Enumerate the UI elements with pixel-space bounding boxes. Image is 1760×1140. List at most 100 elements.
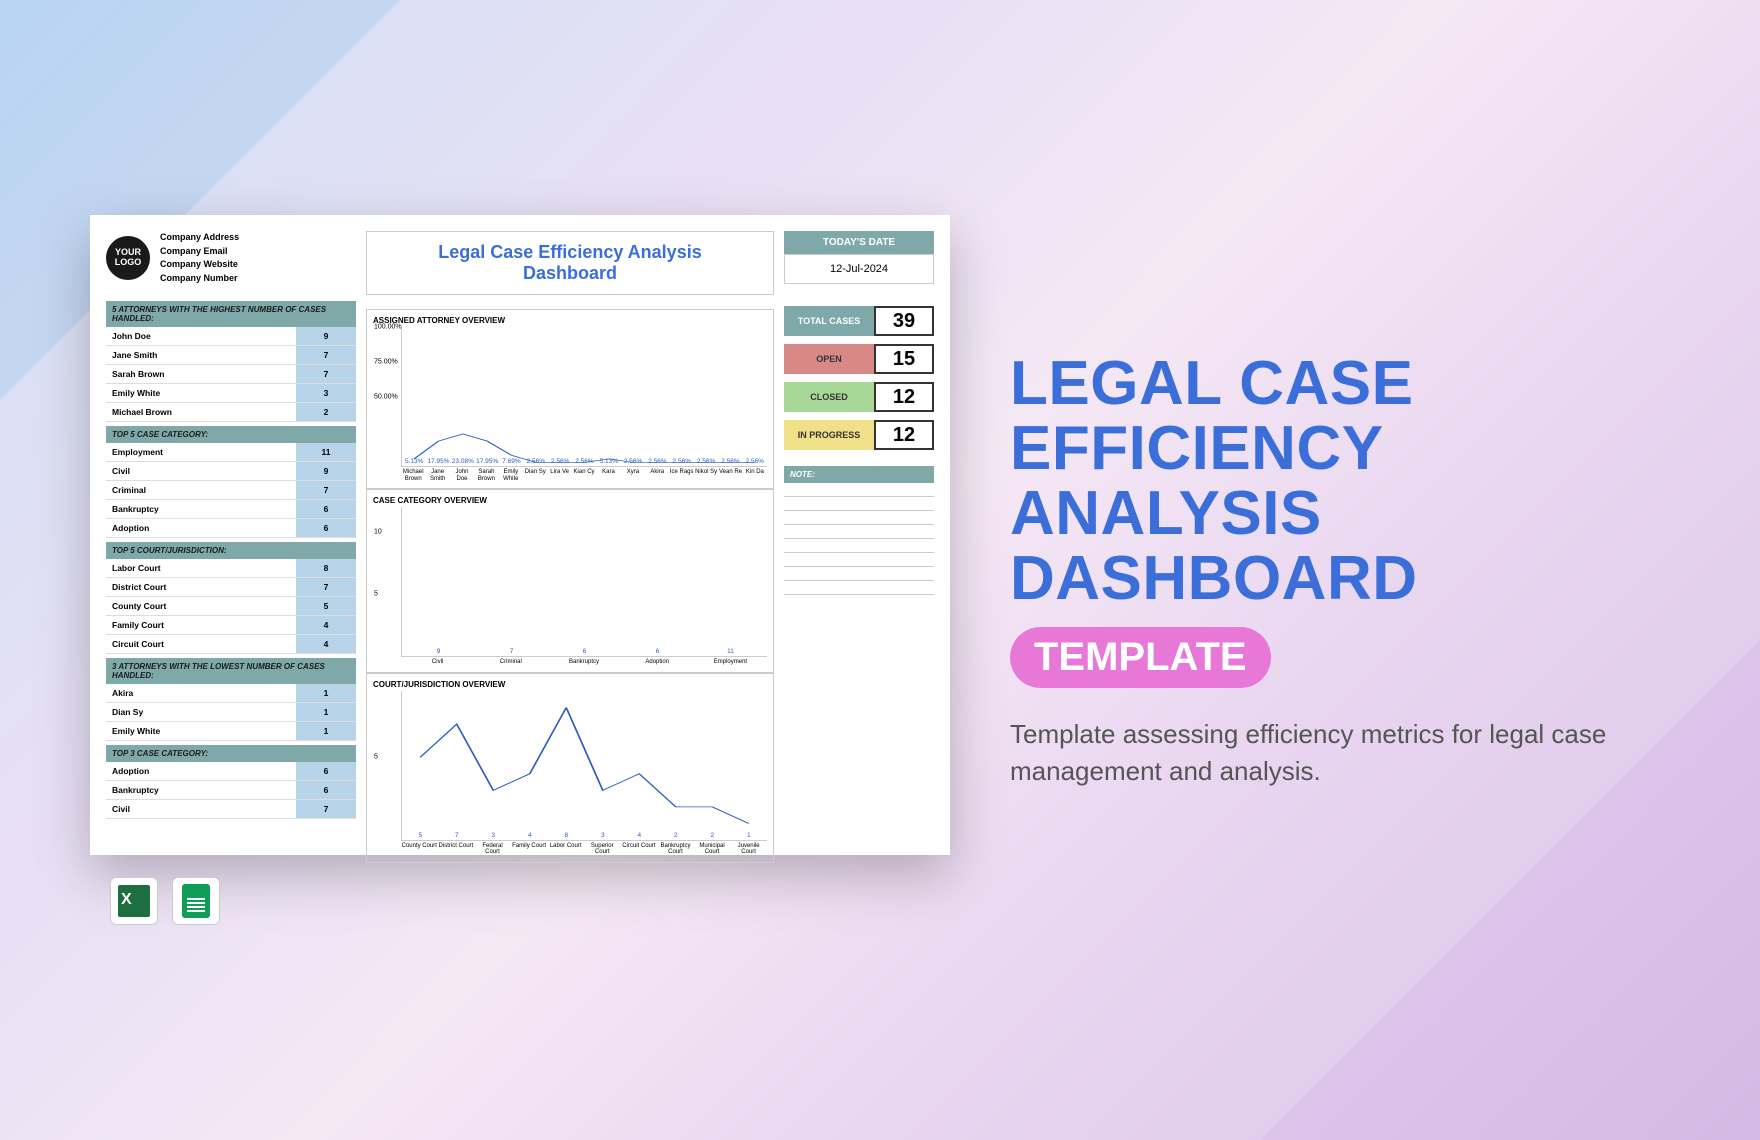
- stat-open: OPEN15: [784, 344, 934, 374]
- x-axis-label: Sarah Brown: [474, 467, 498, 482]
- bar-value-label: 2.56%: [575, 458, 593, 465]
- table-row: Akira1: [106, 684, 356, 703]
- bar-item: 2.56%: [621, 458, 645, 466]
- row-value: 9: [296, 462, 356, 480]
- bar-item: 2: [694, 832, 731, 840]
- table-row: Civil7: [106, 800, 356, 819]
- bar-value-label: 2.56%: [746, 458, 764, 465]
- table-row: District Court7: [106, 578, 356, 597]
- row-name: Michael Brown: [106, 403, 296, 421]
- chart-title: COURT/JURISDICTION OVERVIEW: [373, 680, 767, 689]
- bar-item: 4: [512, 832, 549, 840]
- bar-item: 2.56%: [670, 458, 694, 466]
- row-value: 6: [296, 781, 356, 799]
- chart-court: COURT/JURISDICTION OVERVIEW55734834221Co…: [366, 673, 774, 863]
- date-label: TODAY'S DATE: [784, 231, 934, 254]
- x-axis-label: Labor Court: [547, 841, 584, 856]
- row-value: 7: [296, 346, 356, 364]
- bar-item: 2.56%: [718, 458, 742, 466]
- note-line: [784, 525, 934, 539]
- table-header: 5 ATTORNEYS WITH THE HIGHEST NUMBER OF C…: [106, 301, 356, 327]
- company-line: Company Email: [160, 245, 239, 259]
- table-row: Adoption6: [106, 519, 356, 538]
- bar-value-label: 11: [727, 648, 734, 655]
- bar-value-label: 2.56%: [673, 458, 691, 465]
- row-name: Labor Court: [106, 559, 296, 577]
- company-line: Company Number: [160, 272, 239, 286]
- stat-label: OPEN: [784, 344, 874, 374]
- bar-value-label: 3: [491, 832, 495, 839]
- bar-item: 6: [548, 648, 621, 656]
- table-row: Jane Smith7: [106, 346, 356, 365]
- x-axis-label: Family Court: [511, 841, 548, 856]
- row-name: Bankruptcy: [106, 500, 296, 518]
- stat-label: TOTAL CASES: [784, 306, 874, 336]
- stat-label: IN PROGRESS: [784, 420, 874, 450]
- row-value: 1: [296, 722, 356, 740]
- row-value: 7: [296, 800, 356, 818]
- bar-item: 17.95%: [426, 458, 450, 466]
- stat-progress: IN PROGRESS12: [784, 420, 934, 450]
- row-value: 3: [296, 384, 356, 402]
- bar-item: 7: [439, 832, 476, 840]
- x-axis-label: Jane Smith: [425, 467, 449, 482]
- row-name: County Court: [106, 597, 296, 615]
- y-axis-label: 5: [374, 591, 378, 598]
- dashboard-mid-col: Legal Case Efficiency Analysis Dashboard…: [366, 231, 774, 839]
- x-axis-labels: County CourtDistrict CourtFederal CourtF…: [401, 841, 767, 856]
- x-axis-label: Nikol Sy: [694, 467, 718, 482]
- row-value: 7: [296, 365, 356, 383]
- stat-closed: CLOSED12: [784, 382, 934, 412]
- table-header: TOP 3 CASE CATEGORY:: [106, 745, 356, 762]
- table-row: Criminal7: [106, 481, 356, 500]
- x-axis-label: Dian Sy: [523, 467, 547, 482]
- template-pill: TEMPLATE: [1010, 627, 1271, 688]
- excel-icon[interactable]: [110, 877, 158, 925]
- x-axis-label: District Court: [438, 841, 475, 856]
- bar-value-label: 4: [637, 832, 641, 839]
- left-column: YOUR LOGO Company AddressCompany EmailCo…: [90, 215, 950, 925]
- bar-value-label: 2.56%: [527, 458, 545, 465]
- row-value: 4: [296, 616, 356, 634]
- date-value: 12-Jul-2024: [784, 254, 934, 284]
- promo-title-l2: EFFICIENCY: [1010, 416, 1670, 481]
- stat-value: 15: [874, 344, 934, 374]
- sheets-icon[interactable]: [172, 877, 220, 925]
- dashboard-card: YOUR LOGO Company AddressCompany EmailCo…: [90, 215, 950, 855]
- row-value: 1: [296, 684, 356, 702]
- bar-item: 5.13%: [597, 458, 621, 466]
- bar-value-label: 2.56%: [697, 458, 715, 465]
- dashboard-left-col: YOUR LOGO Company AddressCompany EmailCo…: [106, 231, 356, 839]
- chart-title: ASSIGNED ATTORNEY OVERVIEW: [373, 316, 767, 325]
- bar-value-label: 5.13%: [600, 458, 618, 465]
- bar-item: 2.56%: [645, 458, 669, 466]
- x-axis-label: Kara: [596, 467, 620, 482]
- main-layout: YOUR LOGO Company AddressCompany EmailCo…: [0, 215, 1760, 925]
- bar-value-label: 2.56%: [551, 458, 569, 465]
- bar-value-label: 17.95%: [476, 458, 498, 465]
- row-value: 4: [296, 635, 356, 653]
- stat-total: TOTAL CASES39: [784, 306, 934, 336]
- table-row: Bankruptcy6: [106, 781, 356, 800]
- note-header: NOTE:: [784, 466, 934, 483]
- bar-value-label: 2: [710, 832, 714, 839]
- promo-title: LEGAL CASE EFFICIENCY ANALYSIS DASHBOARD: [1010, 351, 1670, 611]
- x-axis-label: Kin Da: [743, 467, 767, 482]
- table-row: County Court5: [106, 597, 356, 616]
- y-axis-label: 5: [374, 754, 378, 761]
- note-line: [784, 539, 934, 553]
- bar-value-label: 2.56%: [648, 458, 666, 465]
- table-row: John Doe9: [106, 327, 356, 346]
- bar-item: 9: [402, 648, 475, 656]
- bar-item: 2.56%: [694, 458, 718, 466]
- row-name: Circuit Court: [106, 635, 296, 653]
- row-value: 5: [296, 597, 356, 615]
- promo-title-l3: ANALYSIS: [1010, 481, 1670, 546]
- row-name: Emily White: [106, 384, 296, 402]
- row-name: Criminal: [106, 481, 296, 499]
- table-row: Emily White3: [106, 384, 356, 403]
- bar-item: 1: [731, 832, 768, 840]
- stat-value: 39: [874, 306, 934, 336]
- x-axis-label: Circuit Court: [621, 841, 658, 856]
- bar-value-label: 5: [418, 832, 422, 839]
